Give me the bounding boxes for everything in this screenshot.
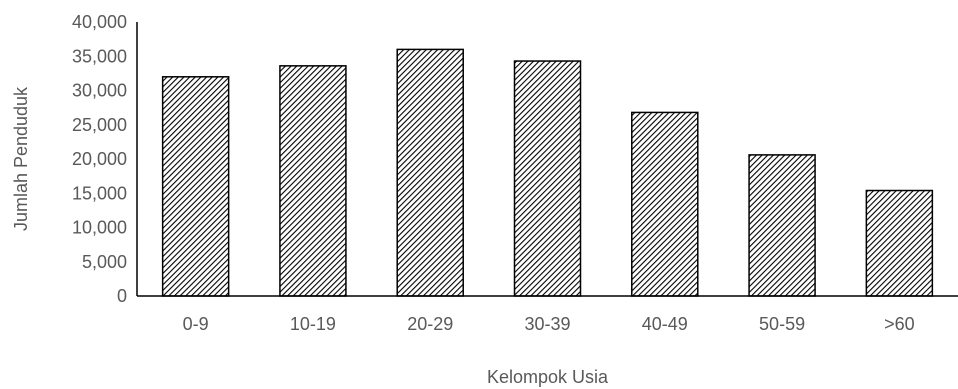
y-tick-label: 30,000	[72, 81, 127, 101]
y-tick-label: 25,000	[72, 115, 127, 135]
x-tick-label: 30-39	[524, 314, 570, 334]
y-tick-label: 5,000	[82, 252, 127, 272]
x-axis-tick-labels: 0-9 10-19 20-29 30-39 40-49 50-59 >60	[183, 314, 915, 334]
y-tick-label: 0	[117, 286, 127, 306]
y-tick-label: 20,000	[72, 149, 127, 169]
bar	[396, 48, 464, 297]
y-axis-tick-labels: 0 5,000 10,000 15,000 20,000 25,000 30,000 35,0…	[72, 12, 127, 306]
y-tick-label: 10,000	[72, 218, 127, 238]
bar	[279, 65, 347, 297]
x-tick-label: 40-49	[642, 314, 688, 334]
y-tick-label: 35,000	[72, 46, 127, 66]
bar	[631, 111, 699, 297]
bars	[161, 48, 934, 297]
x-axis-title: Kelompok Usia	[487, 367, 609, 387]
x-tick-label: 0-9	[183, 314, 209, 334]
x-tick-label: 10-19	[290, 314, 336, 334]
bar	[748, 154, 816, 297]
x-tick-label: 50-59	[759, 314, 805, 334]
y-tick-label: 15,000	[72, 183, 127, 203]
bar	[161, 76, 230, 297]
y-axis-title: Jumlah Penduduk	[11, 86, 31, 231]
y-tick-label: 40,000	[72, 12, 127, 32]
bar	[513, 60, 582, 297]
x-tick-label: >60	[884, 314, 915, 334]
x-tick-label: 20-29	[407, 314, 453, 334]
bar	[865, 189, 934, 297]
